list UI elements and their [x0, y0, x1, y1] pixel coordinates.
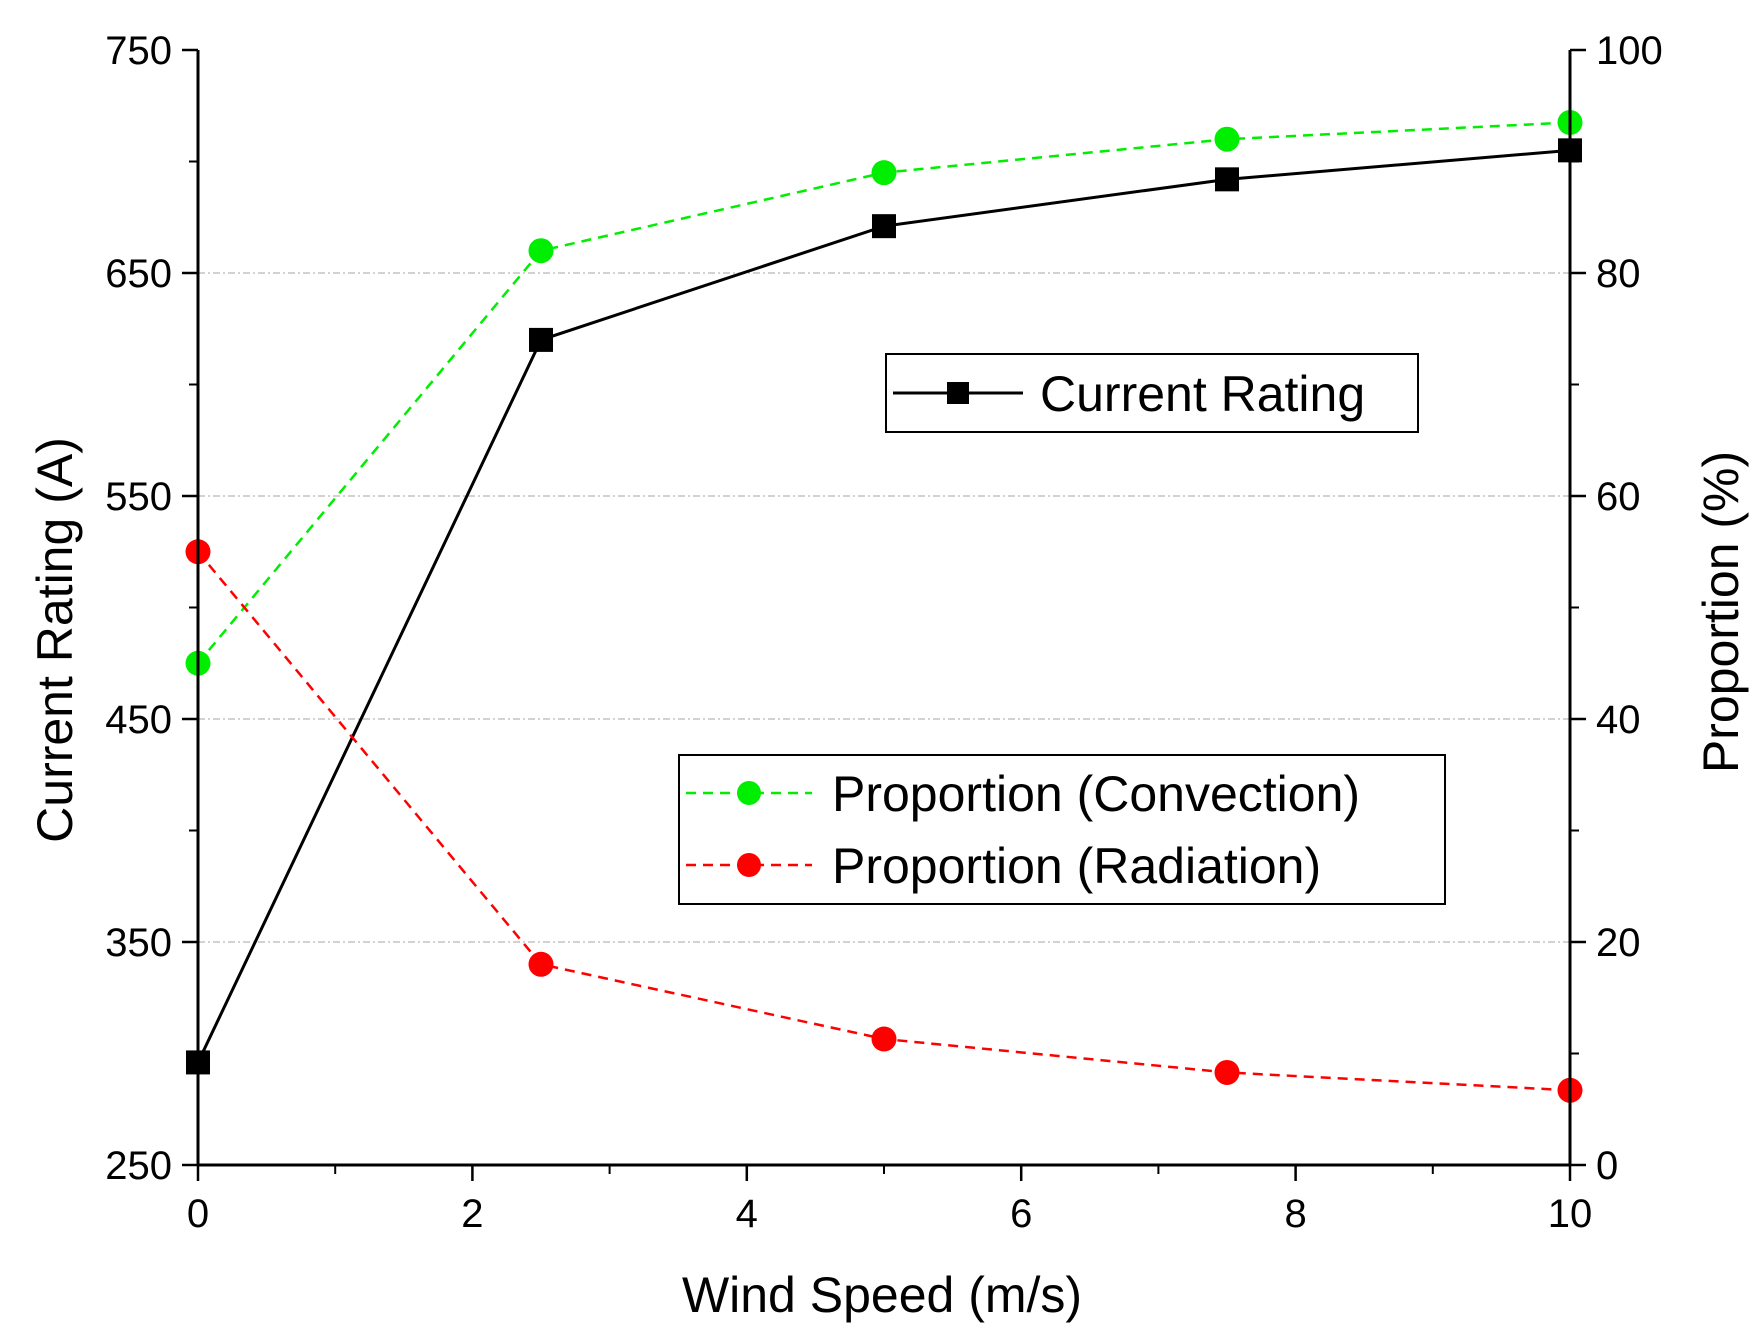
point-proportion-radiation-3: [1214, 1059, 1240, 1085]
point-proportion-convection-2: [871, 160, 897, 186]
legend-proportion-frame: [678, 754, 1446, 905]
x-tick-label-8: 8: [1284, 1192, 1306, 1236]
grid-lines: [198, 272, 1570, 943]
y-axis-title: Current Rating (A): [27, 437, 83, 843]
y2-tick-label-20: 20: [1596, 921, 1641, 965]
x-tick-label-2: 2: [461, 1192, 483, 1236]
legend-radiation-marker: [737, 853, 761, 877]
y2-tick-label-80: 80: [1596, 252, 1641, 296]
y-tick-label-450: 450: [105, 698, 172, 742]
series-group: [185, 109, 1583, 1103]
y-tick-label-350: 350: [105, 921, 172, 965]
y-tick-label-650: 650: [105, 252, 172, 296]
point-current-rating-2: [872, 214, 896, 239]
tick-labels: 0 2 4 6 8 10 250 350 450 550 650 750 0 20 40 60 80 100: [105, 29, 1663, 1236]
legend-convection-label: Proportion (Convection): [832, 766, 1360, 822]
x-tick-label-6: 6: [1010, 1192, 1032, 1236]
legend-current-label: Current Rating: [1040, 366, 1365, 422]
axes: [182, 48, 1586, 1181]
point-proportion-radiation-1: [528, 951, 554, 977]
y2-tick-label-100: 100: [1596, 29, 1663, 73]
y-tick-label-750: 750: [105, 29, 172, 73]
y-tick-label-550: 550: [105, 475, 172, 519]
point-current-rating-1: [529, 327, 553, 352]
x-tick-label-0: 0: [187, 1192, 209, 1236]
point-proportion-radiation-2: [871, 1026, 897, 1052]
y2-tick-label-40: 40: [1596, 698, 1641, 742]
legend-convection-marker: [737, 781, 761, 805]
x-tick-label-4: 4: [736, 1192, 758, 1236]
y-tick-label-250: 250: [105, 1144, 172, 1188]
x-axis-title: Wind Speed (m/s): [682, 1267, 1082, 1323]
legend-radiation-label: Proportion (Radiation): [832, 838, 1321, 894]
series-line-current-rating: [196, 148, 1571, 1064]
legend-current-marker: [947, 382, 969, 404]
point-proportion-convection-3: [1214, 126, 1240, 152]
y2-tick-label-60: 60: [1596, 475, 1641, 519]
legend-proportion: Proportion (Convection) Proportion (Radi…: [678, 754, 1446, 905]
y2-tick-label-0: 0: [1596, 1144, 1618, 1188]
y2-axis-title: Proportion (%): [1693, 451, 1749, 773]
legend-current: Current Rating: [885, 353, 1419, 433]
point-current-rating-3: [1215, 167, 1239, 192]
x-tick-label-10: 10: [1548, 1192, 1593, 1236]
point-proportion-convection-1: [528, 238, 554, 264]
